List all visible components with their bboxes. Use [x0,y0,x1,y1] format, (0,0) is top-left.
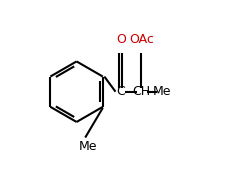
Text: CH: CH [132,85,151,98]
Text: O: O [116,33,126,46]
Text: Me: Me [153,85,171,98]
Text: Me: Me [79,140,97,153]
Text: OAc: OAc [129,33,154,46]
Text: C: C [116,85,125,98]
